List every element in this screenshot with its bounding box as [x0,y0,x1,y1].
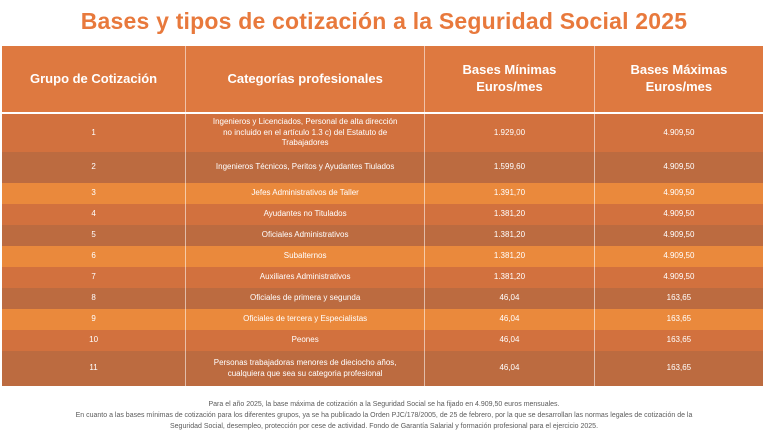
cell-base-maxima: 4.909,50 [663,162,695,172]
cell-group: 4 [2,204,187,225]
header-cell-bases-maximas: Bases Máximas Euros/mes [630,62,728,94]
cell-base-minima: 1.381,20 [425,267,595,288]
cell-group: 8 [2,288,187,309]
footer-line-1: Para el año 2025, la base máxima de coti… [208,401,560,408]
table-row: 10 Peones 46,04 163,65 [2,330,763,351]
cell-base-maxima: 163,65 [666,363,692,373]
page-title: Bases y tipos de cotización a la Segurid… [80,8,688,34]
cell-category: Ingenieros Técnicos, Peritos y Ayudantes… [186,152,426,183]
cell-category: Ayudantes no Titulados [186,204,426,225]
cell-base-minima: 1.391,70 [425,183,595,204]
cell-group: 10 [2,330,187,351]
cell-category: Subalternos [186,246,426,267]
table-row: 2 Ingenieros Técnicos, Peritos y Ayudant… [2,152,763,183]
cell-base-maxima: 4.909,50 [663,127,695,137]
cell-category: Peones [186,330,426,351]
cell-group: 2 [2,152,187,183]
cell-group: 3 [2,183,187,204]
table-row: 7 Auxiliares Administrativos 1.381,20 4.… [2,267,763,288]
footer-note: Para el año 2025, la base máxima de coti… [0,399,768,432]
cell-base-maxima: 4.909,50 [663,188,695,198]
cell-base-minima: 1.929,00 [425,114,595,152]
table-row: 9 Oficiales de tercera y Especialistas 4… [2,309,763,330]
table-header-row: Grupo de Cotización Categorías profesion… [2,46,763,114]
table-row: 3 Jefes Administrativos de Taller 1.391,… [2,183,763,204]
header-cell-categorias: Categorías profesionales [186,46,426,112]
header-cell-grupo: Grupo de Cotización [2,46,187,112]
table-row: 11 Personas trabajadoras menores de diec… [2,351,763,386]
cell-base-minima: 46,04 [425,330,595,351]
cell-base-minima: 46,04 [425,351,595,386]
cell-category: Ingenieros y Licenciados, Personal de al… [186,114,426,152]
cell-category: Oficiales Administrativos [186,225,426,246]
cell-base-minima: 1.599,60 [425,152,595,183]
cell-base-maxima: 163,65 [666,335,692,345]
cell-base-maxima: 4.909,50 [663,230,695,240]
table-row: 8 Oficiales de primera y segunda 46,04 1… [2,288,763,309]
cell-base-minima: 1.381,20 [425,204,595,225]
cell-group: 6 [2,246,187,267]
cell-base-minima: 46,04 [425,288,595,309]
table-row: 4 Ayudantes no Titulados 1.381,20 4.909,… [2,204,763,225]
cell-base-maxima: 4.909,50 [663,272,695,282]
table-row: 5 Oficiales Administrativos 1.381,20 4.9… [2,225,763,246]
cell-base-maxima: 4.909,50 [663,251,695,261]
cell-base-minima: 46,04 [425,309,595,330]
cell-base-minima: 1.381,20 [425,246,595,267]
cell-category: Auxiliares Administrativos [186,267,426,288]
cell-group: 5 [2,225,187,246]
cell-group: 7 [2,267,187,288]
cell-group: 1 [2,114,187,152]
header-cell-bases-minimas: Bases Mínimas Euros/mes [425,46,595,112]
cell-category: Oficiales de tercera y Especialistas [186,309,426,330]
cell-group: 9 [2,309,187,330]
cell-base-minima: 1.381,20 [425,225,595,246]
footer-line-2: En cuanto a las bases mínimas de cotizac… [75,412,693,420]
cell-group: 11 [2,351,187,386]
table-row: 1 Ingenieros y Licenciados, Personal de … [2,114,763,152]
cotizacion-table: Grupo de Cotización Categorías profesion… [2,46,763,386]
cell-base-maxima: 163,65 [666,314,692,324]
cell-category: Oficiales de primera y segunda [186,288,426,309]
footer-line-3: Seguridad Social, desempleo, protección … [169,423,599,431]
cell-base-maxima: 4.909,50 [663,209,695,219]
cell-category: Personas trabajadoras menores de diecioc… [186,351,426,386]
cell-category: Jefes Administrativos de Taller [186,183,426,204]
table-row: 6 Subalternos 1.381,20 4.909,50 [2,246,763,267]
cell-base-maxima: 163,65 [666,293,692,303]
